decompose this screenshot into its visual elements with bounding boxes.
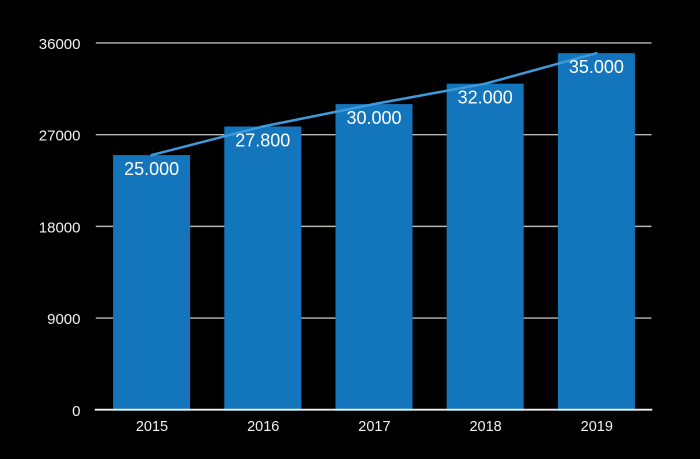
svg-text:2015: 2015 (136, 419, 168, 435)
svg-text:2019: 2019 (581, 419, 613, 435)
svg-text:32.000: 32.000 (458, 88, 513, 108)
svg-text:9000: 9000 (47, 311, 80, 328)
svg-text:0: 0 (72, 403, 80, 420)
svg-text:2018: 2018 (469, 419, 501, 435)
svg-text:27.800: 27.800 (235, 130, 290, 150)
svg-text:25.000: 25.000 (124, 159, 179, 179)
svg-text:36000: 36000 (39, 36, 81, 53)
svg-text:35.000: 35.000 (569, 57, 624, 77)
svg-text:2017: 2017 (358, 419, 390, 435)
svg-text:27000: 27000 (39, 128, 81, 145)
svg-text:18000: 18000 (39, 219, 81, 236)
svg-text:30.000: 30.000 (346, 108, 401, 128)
svg-text:2016: 2016 (247, 419, 279, 435)
